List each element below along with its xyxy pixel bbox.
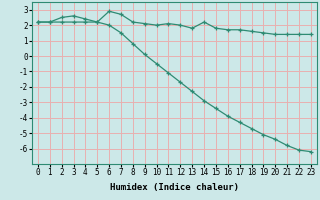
X-axis label: Humidex (Indice chaleur): Humidex (Indice chaleur)	[110, 183, 239, 192]
